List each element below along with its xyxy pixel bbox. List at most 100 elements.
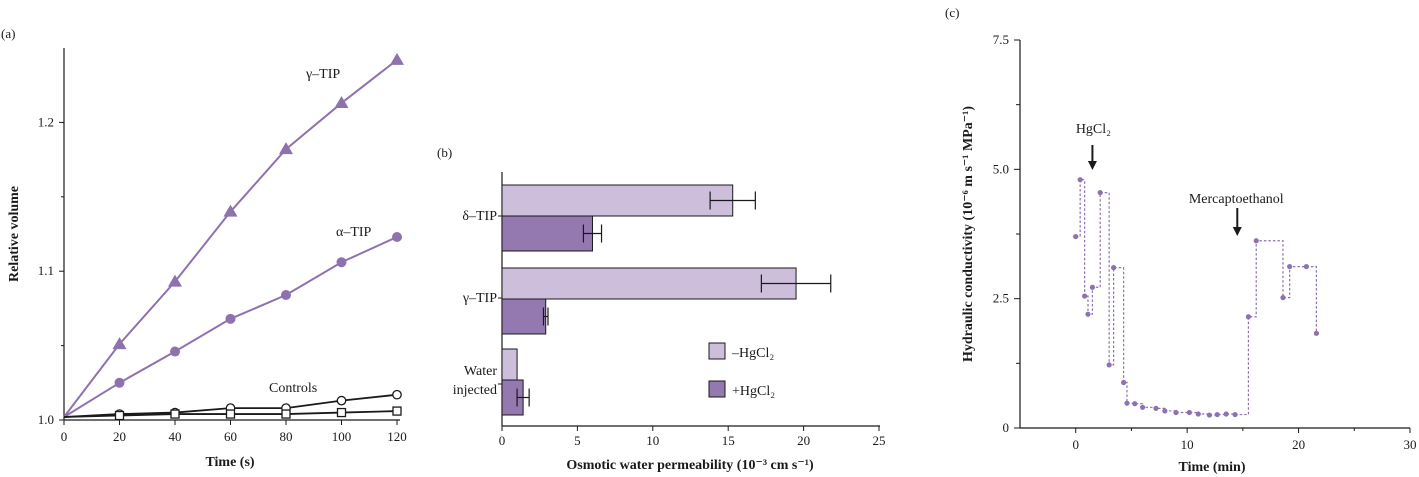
panel-b-bars: [501, 184, 832, 416]
y-tick-label: 7.5: [993, 32, 1009, 47]
x-tick-label: 120: [387, 429, 407, 444]
panel-c-annotations: HgCl₂ Mercaptoethanol: [1076, 122, 1284, 236]
x-tick-label: 30: [1404, 437, 1417, 452]
panel-a: (a) 0 20 40 60 80 100 120 1.0 1.1 1.2 Relative vo…: [1, 26, 407, 470]
y-tick-label: 1.0: [38, 412, 54, 427]
data-point-open-square: [281, 409, 291, 419]
data-point-circle: [114, 377, 125, 388]
data-point: [1280, 295, 1286, 301]
y-tick-label: 2.5: [993, 291, 1009, 306]
data-point: [1082, 293, 1088, 299]
panel-a-xlabel: Time (s): [205, 455, 254, 470]
legend-swatch-minus-hgcl2: [708, 342, 726, 360]
data-point-circle: [170, 346, 180, 357]
series-label-alpha-tip: α–TIP: [336, 225, 372, 240]
annotation-mercaptoethanol: Mercaptoethanol: [1189, 192, 1284, 207]
data-point: [1089, 284, 1096, 290]
panel-c: (c) 0 10 20 30 0 2.5 5.0 7.5 Hydraulic conducti…: [945, 5, 1417, 475]
data-point: [1303, 263, 1309, 270]
data-point-triangle: [390, 52, 404, 65]
x-tick-label: 80: [280, 429, 293, 444]
data-point: [1153, 405, 1159, 411]
data-point-open-square: [392, 406, 402, 416]
data-point: [1073, 233, 1079, 240]
data-point: [1085, 311, 1091, 317]
x-tick-label: 15: [722, 433, 735, 448]
bar: [501, 348, 518, 381]
arrow-head: [1232, 227, 1242, 236]
data-point-open-circle: [336, 395, 347, 406]
category-water-injected-line2: injected: [453, 383, 497, 398]
data-point: [1139, 404, 1146, 410]
y-tick-label: 1.1: [38, 263, 54, 278]
y-tick-label: 5.0: [993, 161, 1009, 176]
data-point: [1223, 411, 1229, 417]
panel-a-ticks: 0 20 40 60 80 100 120 1.0 1.1 1.2: [38, 114, 407, 444]
data-point-open-square: [114, 410, 125, 421]
series-label-gamma-tip: γ–TIP: [305, 67, 340, 82]
data-point: [1195, 411, 1201, 417]
data-point: [1245, 314, 1252, 320]
bar: [501, 215, 593, 252]
category-water-injected-line1: Water: [464, 364, 497, 379]
bar: [501, 267, 797, 300]
data-point: [1206, 412, 1213, 418]
panel-a-ylabel: Relative volume: [7, 186, 22, 282]
legend-swatch-plus-hgcl2: [708, 380, 726, 398]
series-label-controls: Controls: [269, 381, 317, 396]
series-line: [63, 236, 398, 418]
bar: [501, 298, 547, 335]
panel-a-label: (a): [1, 26, 15, 41]
data-point-circle: [392, 231, 402, 242]
data-point-open-square: [170, 409, 180, 419]
data-point: [1111, 265, 1117, 271]
data-point-triangle: [279, 142, 293, 155]
legend-label-plus-hgcl2: +HgCl₂: [732, 384, 775, 399]
data-point: [1173, 409, 1179, 416]
data-point-open-square: [336, 407, 347, 418]
panel-c-series: [1073, 177, 1319, 418]
data-point-triangle: [112, 337, 127, 350]
x-tick-label: 20: [1292, 437, 1305, 452]
panel-c-label: (c): [945, 5, 959, 20]
category-gamma-tip: γ–TIP: [462, 291, 497, 306]
data-point-open-circle: [392, 389, 402, 400]
data-point: [1124, 400, 1130, 406]
data-point: [1132, 401, 1138, 407]
data-point: [1313, 330, 1319, 336]
x-tick-label: 25: [873, 433, 886, 448]
x-tick-label: 20: [113, 429, 126, 444]
x-tick-label: 0: [499, 433, 506, 448]
bar: [501, 184, 734, 217]
data-point-circle: [225, 313, 236, 324]
x-tick-label: 10: [1181, 437, 1194, 452]
panel-b-label: (b): [437, 145, 452, 160]
arrow-head: [1087, 161, 1097, 170]
x-tick-label: 10: [646, 433, 659, 448]
x-tick-label: 40: [169, 429, 182, 444]
x-tick-label: 0: [61, 429, 68, 444]
panel-a-series: [63, 52, 404, 421]
data-point-triangle: [168, 274, 182, 287]
y-tick-label: 1.2: [38, 114, 54, 129]
x-tick-label: 0: [1072, 437, 1079, 452]
data-point: [1186, 409, 1192, 416]
data-point: [1253, 238, 1259, 244]
data-point: [1106, 362, 1112, 368]
data-point: [1162, 408, 1168, 414]
x-tick-label: 20: [797, 433, 810, 448]
panel-c-ylabel: Hydraulic conductivity (10⁻⁶ m s⁻¹ MPa⁻¹…: [961, 106, 976, 362]
data-point: [1121, 379, 1127, 386]
category-delta-tip: δ–TIP: [462, 209, 497, 224]
data-point: [1077, 177, 1083, 183]
step-line: [1075, 179, 1317, 416]
x-tick-label: 5: [574, 433, 581, 448]
x-tick-label: 100: [332, 429, 352, 444]
data-point-triangle: [334, 96, 349, 109]
data-point-open-square: [225, 409, 236, 419]
panel-c-xlabel: Time (min): [1178, 460, 1245, 475]
legend-label-minus-hgcl2: –HgCl₂: [731, 346, 774, 361]
annotation-hgcl2: HgCl₂: [1076, 122, 1111, 137]
data-point: [1097, 190, 1103, 196]
